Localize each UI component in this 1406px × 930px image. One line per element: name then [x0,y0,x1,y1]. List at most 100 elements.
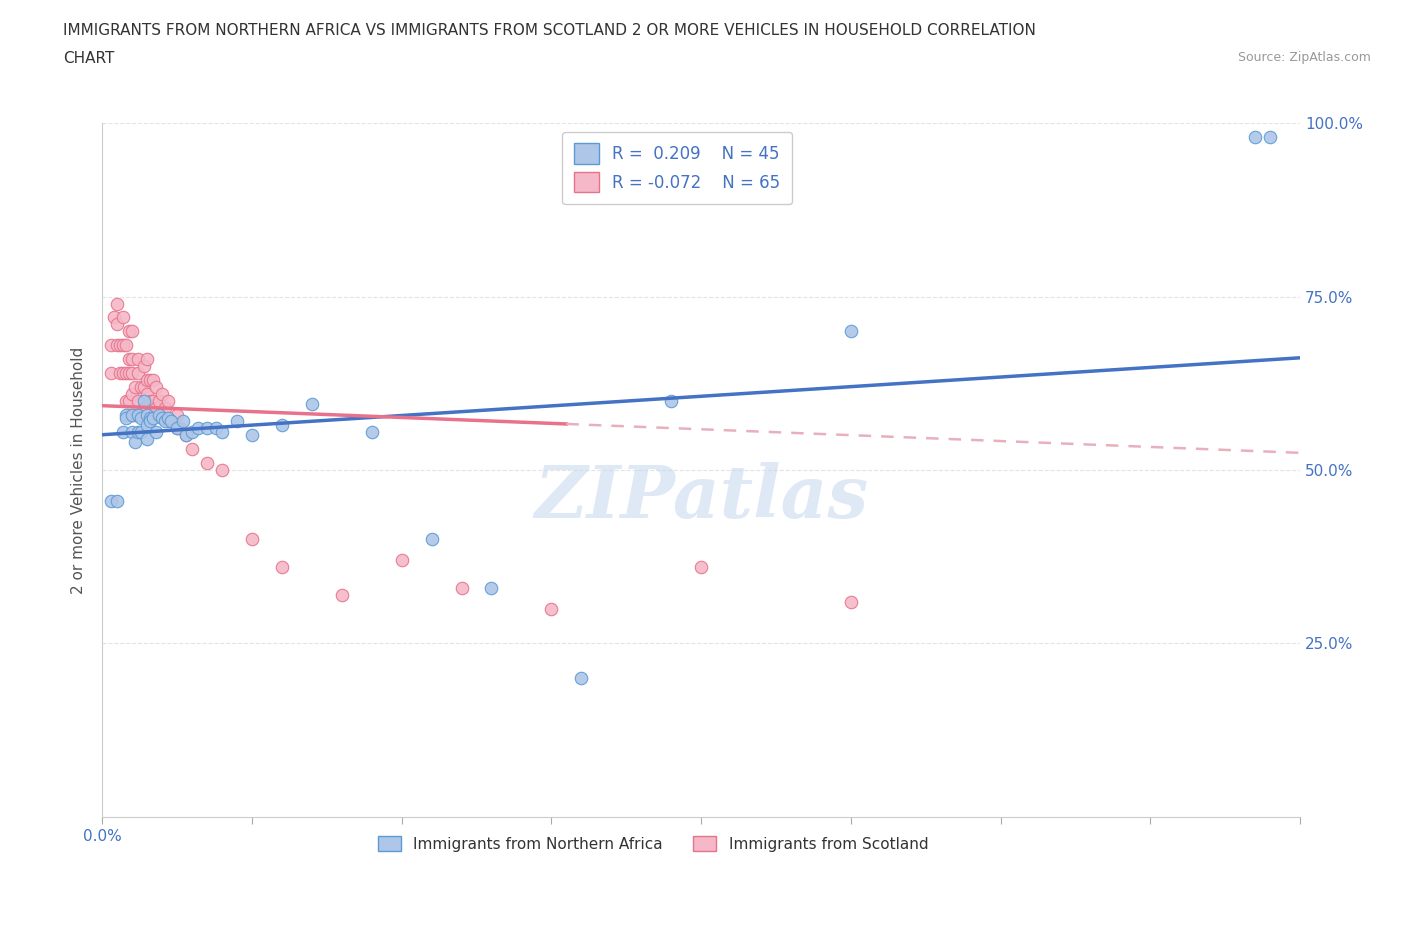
Point [226,414,249,429]
Point [148,393,170,408]
Point [118,324,141,339]
Point [240,532,263,547]
Point [129,379,152,394]
Point [142,393,165,408]
Point [100,338,122,352]
Point [108,338,131,352]
Point [174,428,197,443]
Point [121,407,143,422]
Point [148,407,170,422]
Point [136,407,159,422]
Point [139,372,162,387]
Point [118,352,141,366]
Point [181,424,204,439]
Point [174,428,197,443]
Point [839,324,862,339]
Point [157,410,180,425]
Point [121,352,143,366]
Point [129,424,152,439]
Legend: Immigrants from Northern Africa, Immigrants from Scotland: Immigrants from Northern Africa, Immigra… [373,830,935,857]
Text: CHART: CHART [63,51,115,66]
Point [136,352,159,366]
Point [153,400,176,415]
Point [115,365,138,380]
Point [659,393,682,408]
Point [112,424,135,439]
Point [160,414,183,429]
Point [150,407,173,422]
Point [105,296,128,311]
Point [103,310,125,325]
Point [112,365,135,380]
Point [124,379,146,394]
Point [115,338,138,352]
Point [127,365,149,380]
Point [115,407,138,422]
Point [127,352,149,366]
Point [211,462,233,477]
Text: Source: ZipAtlas.com: Source: ZipAtlas.com [1237,51,1371,64]
Point [129,407,152,422]
Point [127,407,149,422]
Point [150,386,173,401]
Point [145,379,167,394]
Point [211,424,233,439]
Point [112,338,135,352]
Point [1258,129,1281,144]
Point [134,400,156,415]
Point [391,552,413,567]
Point [150,410,173,425]
Point [142,372,165,387]
Point [139,410,162,425]
Point [157,414,180,429]
Y-axis label: 2 or more Vehicles in Household: 2 or more Vehicles in Household [72,346,86,593]
Point [134,379,156,394]
Point [139,393,162,408]
Point [240,428,263,443]
Point [105,338,128,352]
Point [136,386,159,401]
Point [105,317,128,332]
Text: IMMIGRANTS FROM NORTHERN AFRICA VS IMMIGRANTS FROM SCOTLAND 2 OR MORE VEHICLES I: IMMIGRANTS FROM NORTHERN AFRICA VS IMMIG… [63,23,1036,38]
Point [136,418,159,432]
Point [166,421,188,436]
Point [112,310,135,325]
Point [124,435,146,450]
Text: ZIPatlas: ZIPatlas [534,462,868,533]
Point [301,397,323,412]
Point [118,393,141,408]
Point [100,494,122,509]
Point [145,400,167,415]
Point [124,407,146,422]
Point [270,418,292,432]
Point [121,386,143,401]
Point [172,414,194,429]
Point [108,365,131,380]
Point [181,442,204,457]
Point [540,602,562,617]
Point [121,424,143,439]
Point [270,560,292,575]
Point [166,421,188,436]
Point [160,414,183,429]
Point [420,532,443,547]
Point [134,359,156,374]
Point [195,421,218,436]
Point [100,365,122,380]
Point [105,494,128,509]
Point [127,424,149,439]
Point [187,421,209,436]
Point [839,594,862,609]
Point [481,580,503,595]
Point [360,424,382,439]
Point [330,588,353,603]
Point [121,324,143,339]
Point [569,671,592,685]
Point [115,410,138,425]
Point [166,407,188,422]
Point [136,400,159,415]
Point [153,414,176,429]
Point [142,410,165,425]
Point [134,393,156,408]
Point [118,365,141,380]
